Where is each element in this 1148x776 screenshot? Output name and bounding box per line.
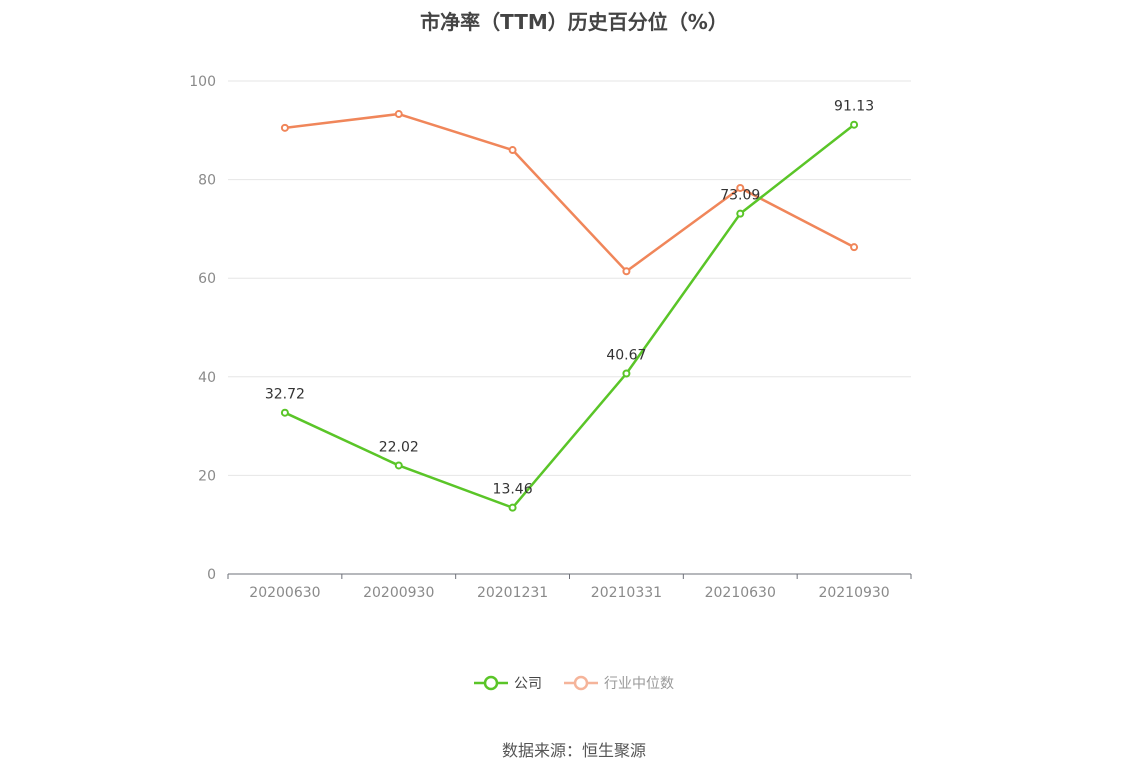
x-tick-label: 20210630 xyxy=(705,585,776,601)
data-label: 22.02 xyxy=(379,439,419,455)
legend-item-company[interactable]: 公司 xyxy=(474,673,542,693)
chart-title: 市净率（TTM）历史百分位（%） xyxy=(420,10,728,34)
legend-industry-marker-icon xyxy=(564,675,598,691)
legend-industry-label: 行业中位数 xyxy=(604,676,674,692)
y-tick-label: 0 xyxy=(207,567,216,583)
data-point xyxy=(622,369,631,378)
data-label: 32.72 xyxy=(265,387,305,403)
data-source: 数据来源：恒生聚源 xyxy=(501,741,646,760)
x-axis-ticks: 20200630 20200930 20201231 20210331 20210630… xyxy=(227,574,912,601)
data-label: 40.67 xyxy=(606,347,646,363)
y-tick-label: 60 xyxy=(198,271,216,287)
y-axis-ticks: 0 20 40 60 80 100 xyxy=(189,74,216,583)
y-tick-label: 100 xyxy=(189,74,216,90)
data-point xyxy=(280,123,289,132)
y-tick-label: 20 xyxy=(198,468,216,484)
data-point xyxy=(280,408,289,417)
data-point xyxy=(850,120,859,129)
y-tick-label: 40 xyxy=(198,370,216,386)
data-point xyxy=(622,267,631,276)
data-point xyxy=(394,110,403,119)
data-label: 13.46 xyxy=(493,482,533,498)
data-label: 73.09 xyxy=(720,188,760,204)
data-point xyxy=(508,146,517,155)
series-line xyxy=(284,123,855,509)
data-point xyxy=(736,183,745,192)
series-group xyxy=(280,110,859,512)
x-tick-label: 20201231 xyxy=(477,585,548,601)
x-tick-label: 20210331 xyxy=(591,585,662,601)
data-point xyxy=(850,243,859,252)
data-point xyxy=(394,461,403,470)
data-point xyxy=(508,503,517,512)
data-label: 91.13 xyxy=(834,99,874,115)
x-tick-label: 20200630 xyxy=(249,585,320,601)
y-tick-label: 80 xyxy=(198,173,216,189)
data-point xyxy=(736,209,745,218)
legend-company-marker-icon xyxy=(474,675,508,691)
grid-lines xyxy=(228,80,911,476)
x-tick-label: 20210930 xyxy=(818,585,889,601)
data-labels: 32.72 22.02 13.46 40.67 73.09 91.13 xyxy=(265,99,874,498)
legend: 公司 行业中位数 xyxy=(0,673,1148,693)
legend-item-industry-median[interactable]: 行业中位数 xyxy=(564,673,674,693)
x-tick-label: 20200930 xyxy=(363,585,434,601)
legend-company-label: 公司 xyxy=(514,676,542,692)
